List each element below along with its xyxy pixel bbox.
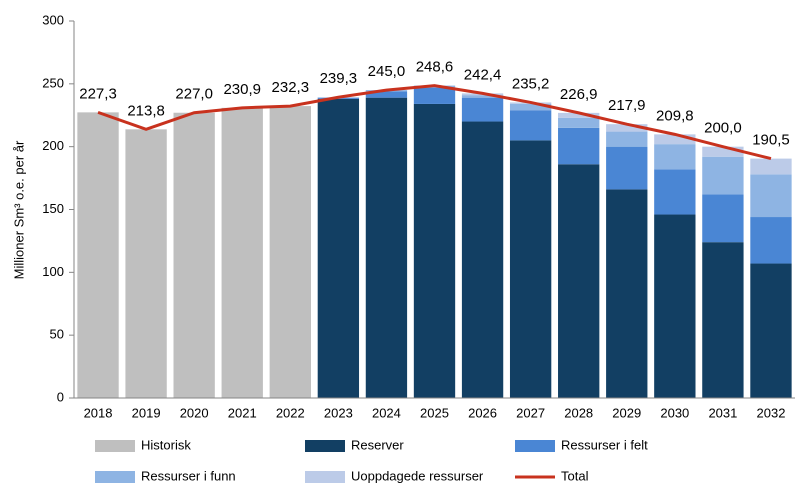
y-tick-label: 250 <box>42 75 64 90</box>
data-label: 232,3 <box>272 79 310 96</box>
total-line <box>97 84 772 161</box>
bar-segment <box>509 140 552 398</box>
bar-segment <box>461 121 504 399</box>
x-tick-label: 2032 <box>757 405 786 420</box>
bar-segment <box>173 112 215 398</box>
x-tick-label: 2030 <box>660 405 689 420</box>
legend-label: Ressurser i funn <box>141 468 236 483</box>
bar-segment <box>750 158 792 175</box>
data-label: 209,8 <box>656 107 694 124</box>
bar-segment <box>606 189 648 398</box>
x-tick-label: 2028 <box>564 405 593 420</box>
x-tick-label: 2022 <box>276 405 305 420</box>
bar-segment <box>365 97 408 398</box>
data-label: 245,0 <box>368 63 406 80</box>
x-tick-label: 2027 <box>516 405 545 420</box>
bar-segment <box>750 217 792 264</box>
x-tick-label: 2026 <box>468 405 497 420</box>
data-label: 217,9 <box>608 97 646 114</box>
data-label: 200,0 <box>704 120 742 137</box>
legend-label: Historisk <box>141 437 191 452</box>
x-tick-label: 2019 <box>132 405 161 420</box>
bar-segment <box>413 103 456 398</box>
bar-segment <box>269 106 311 399</box>
bar-segment <box>125 129 167 399</box>
legend-swatch <box>95 440 135 452</box>
data-label: 227,0 <box>175 86 213 103</box>
data-label: 242,4 <box>464 66 502 83</box>
x-tick-label: 2025 <box>420 405 449 420</box>
legend-swatch <box>305 471 345 483</box>
bar-segment <box>750 174 792 218</box>
data-label: 235,2 <box>512 75 550 92</box>
data-label: 239,3 <box>320 70 358 87</box>
y-tick-label: 100 <box>42 264 64 279</box>
bar-segment <box>317 98 360 398</box>
bar-segment <box>558 112 600 118</box>
bar-segment <box>413 87 456 104</box>
bar-segment <box>750 263 792 398</box>
x-tick-label: 2031 <box>708 405 737 420</box>
bar-segment <box>654 134 696 145</box>
x-tick-label: 2020 <box>180 405 209 420</box>
data-label: 190,5 <box>752 132 790 149</box>
data-label: 230,9 <box>223 81 261 98</box>
bar-segment <box>509 103 552 111</box>
bar-segment <box>606 146 648 190</box>
y-tick-label: 150 <box>42 201 64 216</box>
y-tick-label: 300 <box>42 12 64 27</box>
legend-swatch <box>305 440 345 452</box>
legend-label: Total <box>561 468 589 483</box>
y-tick-label: 0 <box>57 389 64 404</box>
legend-label: Uoppdagede ressurser <box>351 468 484 483</box>
bar-segment <box>702 194 744 243</box>
data-label: 227,3 <box>79 85 117 102</box>
bar-segment <box>558 127 600 165</box>
bar-segment <box>558 117 600 128</box>
x-tick-label: 2023 <box>324 405 353 420</box>
legend-swatch <box>515 440 555 452</box>
bar-segment <box>461 95 504 98</box>
y-tick-label: 50 <box>50 327 64 342</box>
bar-segment <box>654 144 696 170</box>
bar-segment <box>702 242 744 398</box>
y-tick-label: 200 <box>42 138 64 153</box>
bar-segment <box>606 131 648 147</box>
x-tick-label: 2024 <box>372 405 401 420</box>
bar-segment <box>654 214 696 398</box>
bar-segment <box>509 110 552 141</box>
bar-segment <box>221 107 263 398</box>
bar-segment <box>77 112 119 398</box>
bar-segment <box>461 97 504 122</box>
data-label: 226,9 <box>560 86 598 103</box>
x-tick-label: 2029 <box>612 405 641 420</box>
legend-label: Reserver <box>351 437 404 452</box>
y-axis-label: Millioner Sm³ o.e. per år <box>11 140 26 279</box>
legend-label: Ressurser i felt <box>561 437 648 452</box>
data-label: 248,6 <box>416 59 454 76</box>
legend-swatch <box>95 471 135 483</box>
x-tick-label: 2018 <box>84 405 113 420</box>
bar-segment <box>365 91 408 98</box>
x-tick-label: 2021 <box>228 405 257 420</box>
bar-segment <box>606 124 648 132</box>
bar-segment <box>558 164 600 398</box>
bar-segment <box>702 146 744 157</box>
bar-segment <box>654 169 696 215</box>
bar-segment <box>702 156 744 195</box>
data-label: 213,8 <box>127 102 165 119</box>
